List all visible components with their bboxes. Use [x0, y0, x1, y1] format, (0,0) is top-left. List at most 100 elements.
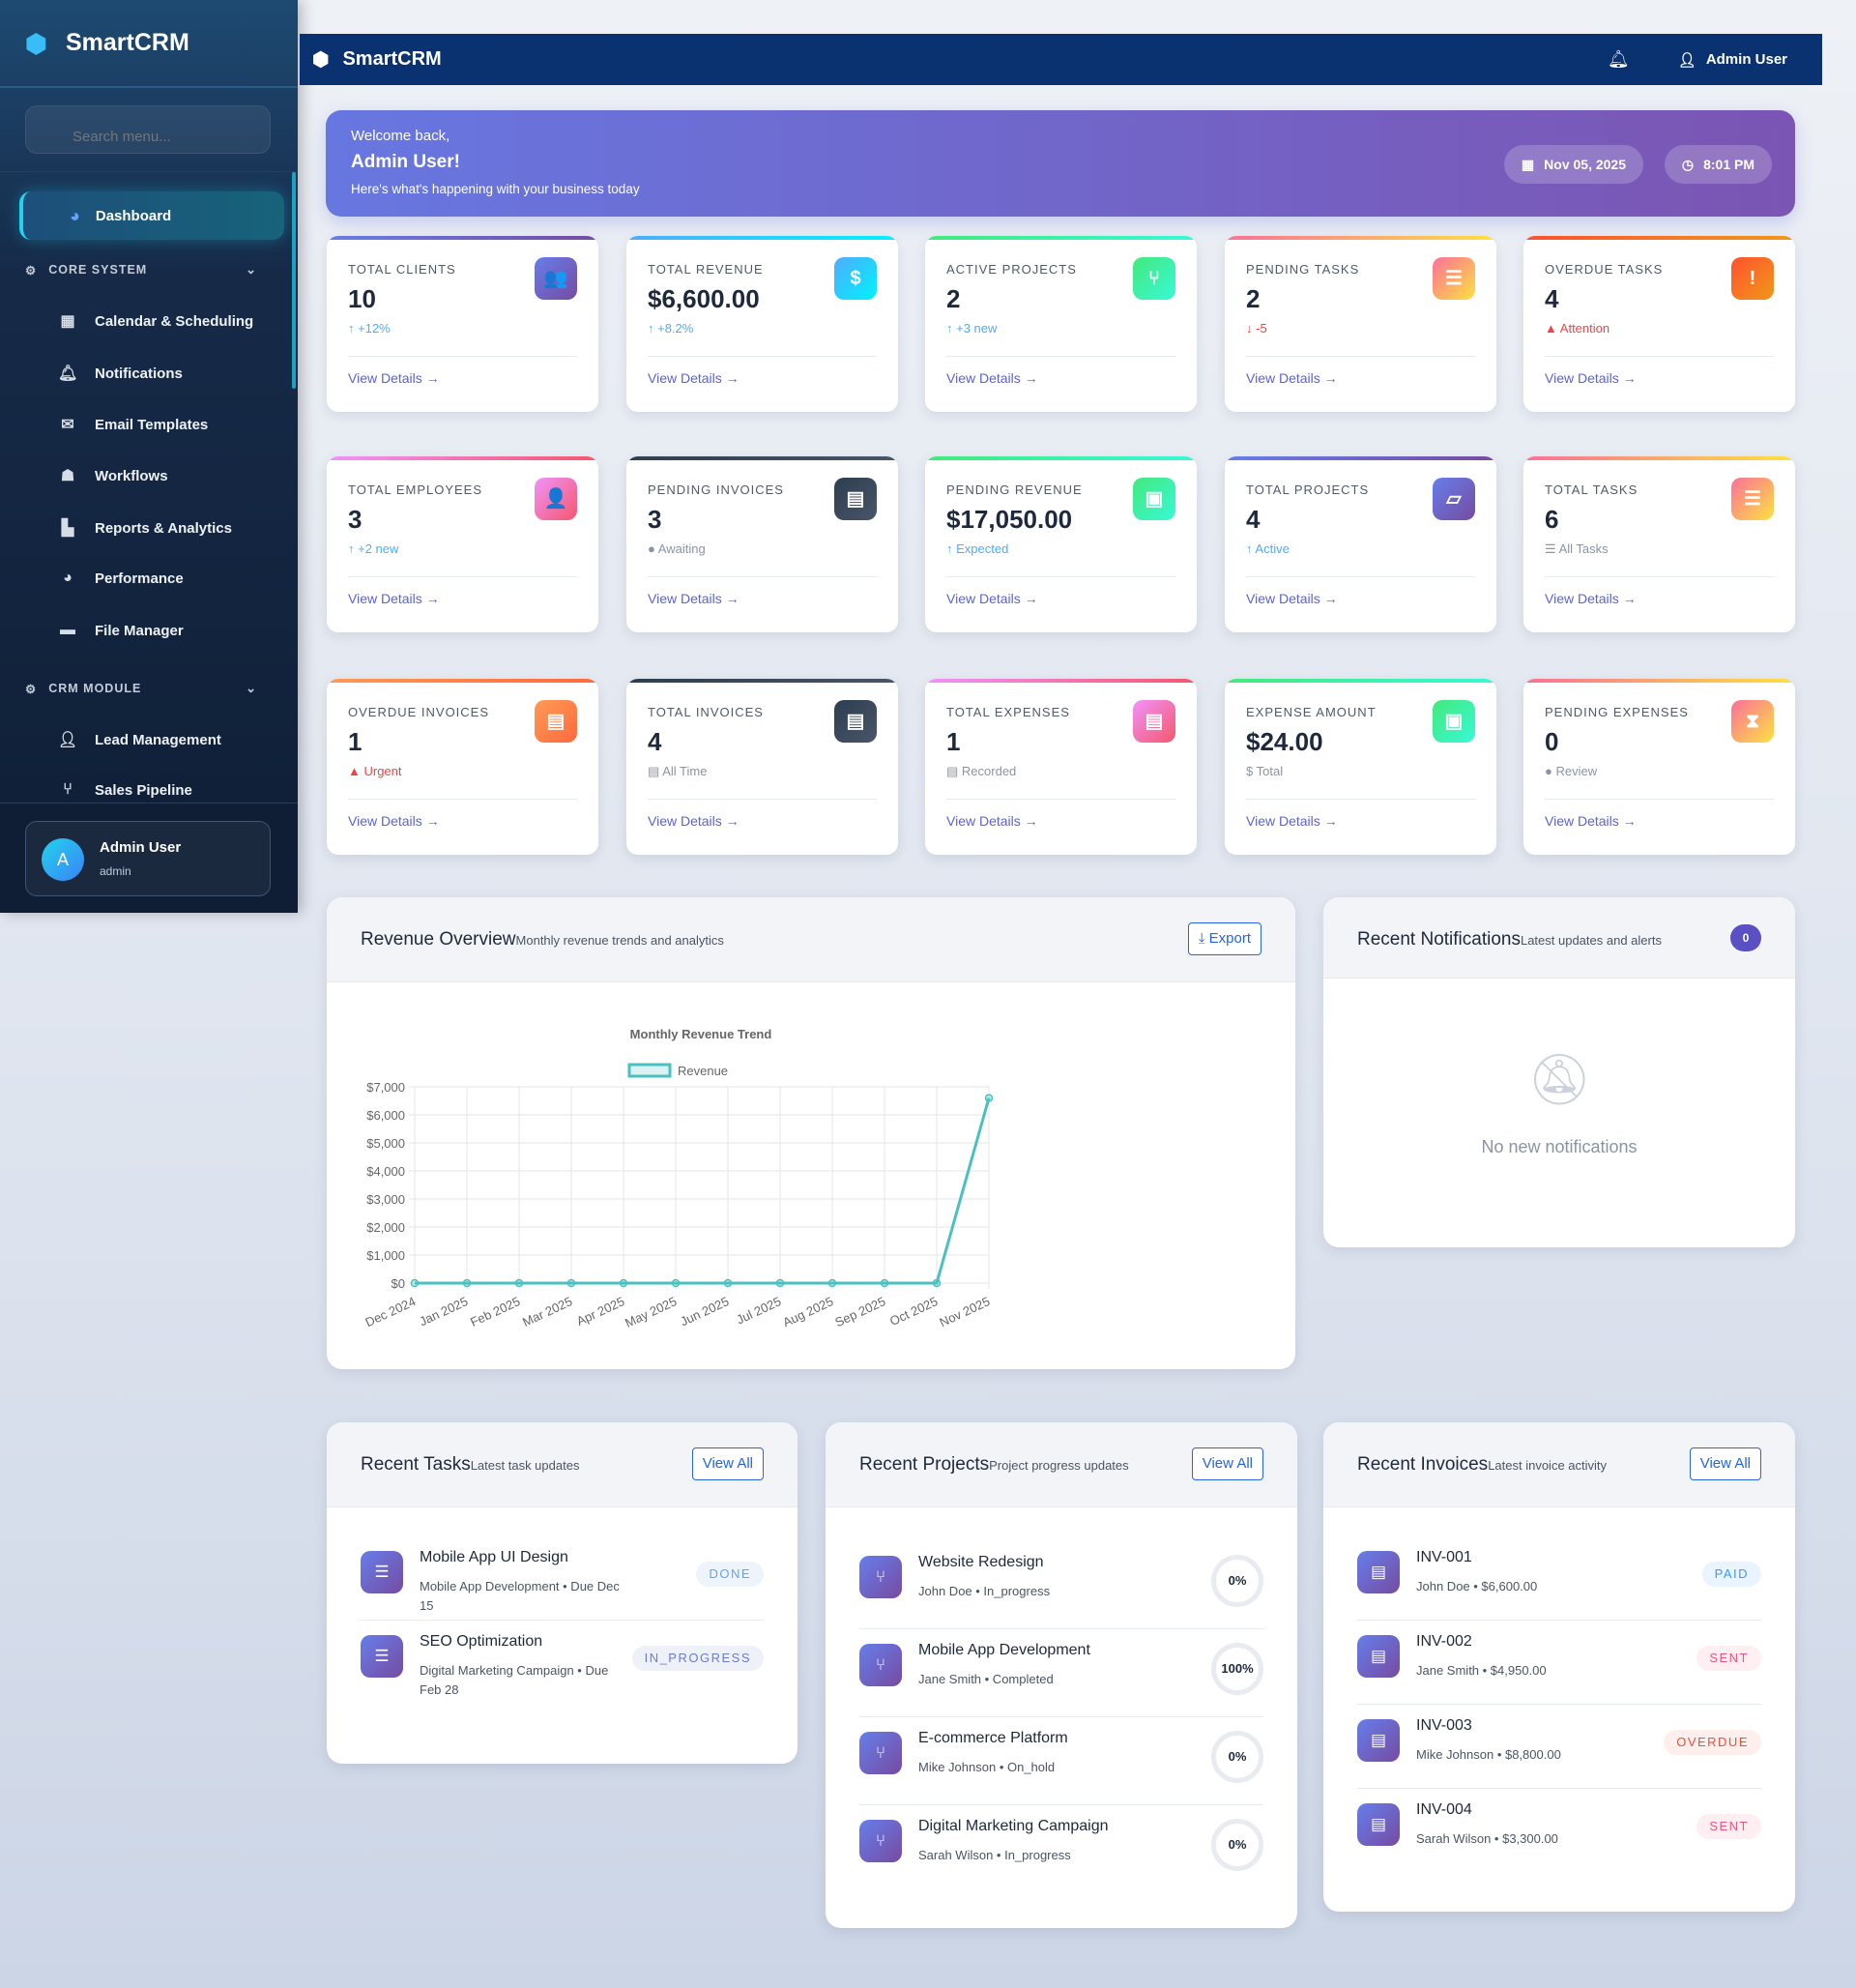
stat-value: 0	[1545, 727, 1559, 756]
divider	[348, 576, 577, 577]
sidebar-brand[interactable]: ⬢ SmartCRM	[0, 0, 298, 88]
list-item[interactable]: ⑂ Website Redesign John Doe • In_progress 0…	[859, 1541, 1263, 1629]
trend-text: Expected	[956, 541, 1009, 556]
list-item[interactable]: ⑂ Digital Marketing Campaign Sarah Wilson …	[859, 1805, 1263, 1893]
sidebar-item-notifications[interactable]: 🔔︎ Notifications	[58, 364, 183, 383]
bell-icon[interactable]: 🔔︎	[1607, 49, 1630, 69]
panel-subtitle: Monthly revenue trends and analytics	[515, 933, 724, 948]
list-item[interactable]: ☰ SEO Optimization Digital Marketing Campa…	[361, 1621, 764, 1705]
view-details-link[interactable]: View Details →	[1545, 370, 1637, 386]
chevron-down-icon: ⌄	[246, 262, 257, 277]
view-all-button[interactable]: View All	[1689, 1447, 1761, 1480]
x-tick-label: Dec 2024	[362, 1294, 418, 1330]
view-details-link[interactable]: View Details →	[1246, 591, 1338, 606]
view-details-link[interactable]: View Details →	[348, 813, 440, 829]
chart-icon: ▙	[61, 520, 74, 537]
arrow-right-icon: →	[425, 813, 440, 829]
user-menu[interactable]: 👤︎ Admin User	[1678, 51, 1787, 69]
item-title: INV-002	[1416, 1633, 1472, 1650]
view-details-link[interactable]: View Details →	[648, 813, 740, 829]
legend-label: Revenue	[678, 1064, 728, 1078]
sidebar-item-email-templates[interactable]: ✉ Email Templates	[58, 415, 208, 434]
search-input[interactable]	[25, 105, 271, 154]
card-accent-bar	[327, 456, 598, 460]
list-item[interactable]: ⑂ Mobile App Development Jane Smith • Comp…	[859, 1629, 1263, 1717]
progress-ring: 0%	[1211, 1819, 1263, 1871]
view-details-link[interactable]: View Details →	[1545, 591, 1637, 606]
list-item[interactable]: ⑂ E-commerce Platform Mike Johnson • On_ho…	[859, 1717, 1263, 1805]
list-item[interactable]: ▤ INV-002 Jane Smith • $4,950.00 SENT	[1357, 1621, 1761, 1705]
sidebar-item-workflows[interactable]: ☗ Workflows	[58, 466, 168, 485]
stat-label: PENDING EXPENSES	[1545, 705, 1689, 719]
status-badge: PAID	[1701, 1562, 1761, 1587]
section-label: CRM MODULE	[48, 682, 142, 695]
y-tick-label: $1,000	[366, 1248, 405, 1263]
stat-card: EXPENSE AMOUNT $24.00 ▣ $ Total View Det…	[1225, 679, 1496, 855]
sidebar-item-dashboard[interactable]: ◕ Dashboard	[19, 191, 284, 240]
divider	[1246, 799, 1475, 800]
revenue-overview-panel: Revenue OverviewMonthly revenue trends a…	[327, 897, 1295, 1369]
view-details-link[interactable]: View Details →	[348, 591, 440, 606]
gauge-icon: ◕	[70, 205, 80, 225]
view-details-link[interactable]: View Details →	[348, 370, 440, 386]
view-all-button[interactable]: View All	[691, 1447, 764, 1480]
tasks-icon: ☰	[1731, 478, 1774, 520]
list-item[interactable]: ▤ INV-004 Sarah Wilson • $3,300.00 SENT	[1357, 1789, 1761, 1873]
view-details-link[interactable]: View Details →	[946, 591, 1038, 606]
panel-subtitle: Latest updates and alerts	[1520, 933, 1662, 948]
list-item[interactable]: ▤ INV-003 Mike Johnson • $8,800.00 OVERDUE	[1357, 1705, 1761, 1789]
trend-text: Urgent	[363, 764, 402, 778]
view-details-link[interactable]: View Details →	[946, 813, 1038, 829]
sidebar-item-file-manager[interactable]: ▬ File Manager	[58, 622, 184, 639]
welcome-banner: Welcome back, Admin User! Here's what's …	[326, 110, 1795, 217]
view-details-link[interactable]: View Details →	[648, 370, 740, 386]
view-all-button[interactable]: View All	[1191, 1447, 1263, 1480]
data-point	[775, 1278, 785, 1288]
arrow-right-icon: →	[1024, 370, 1038, 386]
sidebar-item-sales-pipeline[interactable]: ⑂ Sales Pipeline	[58, 781, 192, 799]
item-meta: Sarah Wilson • In_progress	[918, 1848, 1071, 1862]
trend-text: +2 new	[358, 541, 399, 556]
sidebar-item-calendar-scheduling[interactable]: ▦ Calendar & Scheduling	[58, 311, 253, 331]
view-details-link[interactable]: View Details →	[1246, 370, 1338, 386]
navbar-brand[interactable]: ⬢ SmartCRM	[312, 47, 442, 72]
export-button[interactable]: ⤓ Export	[1187, 922, 1262, 955]
view-details-link[interactable]: View Details →	[1545, 813, 1637, 829]
welcome-greeting: Welcome back,	[351, 128, 450, 144]
trend-icon: ↑	[946, 321, 953, 336]
list-item[interactable]: ▤ INV-001 John Doe • $6,600.00 PAID	[1357, 1536, 1761, 1621]
sidebar-section-1[interactable]: ⚙ CRM MODULE ⌄	[25, 681, 257, 696]
y-tick-label: $0	[392, 1276, 405, 1291]
item-meta: Sarah Wilson • $3,300.00	[1416, 1831, 1558, 1846]
arrow-right-icon: →	[1323, 591, 1338, 606]
scrollbar[interactable]	[292, 172, 296, 389]
stat-card: PENDING TASKS 2 ☰ ↓ -5 View Details →	[1225, 236, 1496, 412]
progress-ring: 100%	[1211, 1643, 1263, 1695]
view-details-link[interactable]: View Details →	[1246, 813, 1338, 829]
sidebar-item-label: Calendar & Scheduling	[95, 312, 254, 330]
item-title: Digital Marketing Campaign	[918, 1818, 1109, 1834]
trend-text: Attention	[1559, 321, 1610, 336]
sidebar-item-reports-analytics[interactable]: ▙ Reports & Analytics	[58, 518, 232, 538]
list-item[interactable]: ☰ Mobile App UI Design Mobile App Developm…	[361, 1536, 764, 1621]
sidebar-item-label: Notifications	[95, 365, 183, 382]
stat-label: TOTAL EXPENSES	[946, 705, 1070, 719]
progress-ring: 0%	[1211, 1555, 1263, 1607]
stat-value: 4	[1246, 505, 1261, 534]
sidebar-section-0[interactable]: ⚙ CORE SYSTEM ⌄	[25, 262, 257, 278]
time-pill: ◷ 8:01 PM	[1664, 145, 1772, 184]
arrow-right-icon: →	[1622, 370, 1637, 386]
view-details-link[interactable]: View Details →	[946, 370, 1038, 386]
data-point	[984, 1094, 994, 1102]
users-icon: 👥	[535, 257, 577, 300]
user-role: admin	[100, 864, 131, 878]
stat-card: TOTAL REVENUE $6,600.00 $ ↑ +8.2% View D…	[626, 236, 898, 412]
card-accent-bar	[327, 679, 598, 683]
panel-header: Recent NotificationsLatest updates and a…	[1323, 897, 1795, 979]
date-pill: ▦ Nov 05, 2025	[1503, 145, 1643, 184]
view-details-link[interactable]: View Details →	[648, 591, 740, 606]
sidebar-item-performance[interactable]: ◕ Performance	[58, 570, 184, 587]
user-profile[interactable]: A Admin User admin	[25, 821, 271, 896]
sidebar-item-lead-management[interactable]: 👤︎ Lead Management	[58, 730, 221, 749]
sidebar-item-label: Lead Management	[95, 731, 221, 748]
